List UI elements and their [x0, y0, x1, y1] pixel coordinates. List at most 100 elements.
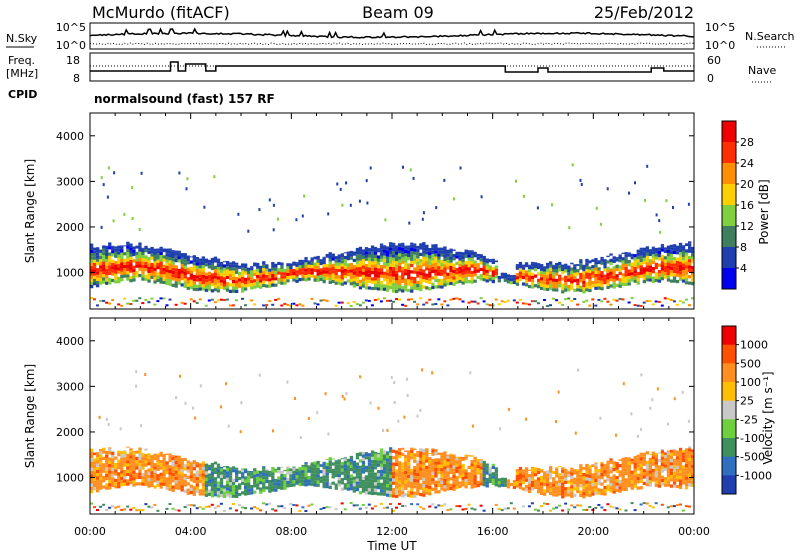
heatmap-cell	[340, 465, 344, 469]
heatmap-cell	[615, 462, 619, 464]
heatmap-cell	[612, 477, 616, 481]
heatmap-cell	[564, 474, 568, 478]
heatmap-cell	[669, 465, 674, 469]
colorbar-swatch	[722, 247, 736, 269]
heatmap-cell	[256, 262, 260, 266]
heatmap-cell	[684, 505, 688, 508]
heatmap-cell	[253, 471, 257, 475]
heatmap-cell	[567, 474, 571, 478]
heatmap-cell	[645, 278, 649, 282]
heatmap-cell	[195, 489, 199, 493]
heatmap-cell	[398, 253, 402, 257]
heatmap-cell	[407, 269, 411, 273]
heatmap-cell	[304, 265, 308, 269]
heatmap-cell	[244, 468, 248, 470]
heatmap-cell	[416, 264, 420, 268]
heatmap-cell	[256, 271, 260, 275]
heatmap-cell	[174, 467, 178, 471]
heatmap-cell	[627, 484, 631, 488]
heatmap-cell	[93, 263, 97, 267]
heatmap-cell	[244, 470, 248, 474]
heatmap-cell	[198, 261, 202, 266]
heatmap-cell	[500, 272, 504, 276]
heatmap-cell	[392, 254, 396, 258]
heatmap-cell	[144, 463, 148, 467]
heatmap-cell	[204, 260, 209, 264]
heatmap-cell	[678, 473, 683, 477]
heatmap-cell	[265, 473, 269, 477]
heatmap-cell	[564, 269, 568, 273]
heatmap-cell	[355, 468, 360, 473]
heatmap-cell	[370, 258, 375, 262]
heatmap-cell	[274, 485, 278, 489]
heatmap-cell	[645, 252, 649, 256]
heatmap-cell	[162, 264, 166, 268]
heatmap-cell	[253, 477, 257, 481]
heatmap-cell	[138, 248, 142, 252]
heatmap-cell	[609, 489, 613, 493]
heatmap-cell	[461, 467, 465, 471]
heatmap-cell	[446, 487, 450, 491]
heatmap-cell	[301, 466, 305, 470]
heatmap-cell	[395, 254, 399, 258]
heatmap-cell	[678, 482, 683, 486]
heatmap-cell	[524, 488, 529, 492]
heatmap-cell	[527, 278, 532, 282]
heatmap-cell	[549, 472, 553, 476]
heatmap-cell	[588, 276, 592, 280]
heatmap-cell	[207, 274, 212, 279]
heatmap-cell	[241, 286, 245, 290]
heatmap-cell	[642, 301, 646, 304]
heatmap-cell	[153, 503, 157, 506]
heatmap-cell	[552, 264, 556, 266]
heatmap-cell	[195, 483, 199, 487]
heatmap-cell	[585, 262, 589, 266]
heatmap-cell	[527, 474, 532, 478]
heatmap-cell	[537, 468, 541, 471]
heatmap-cell	[222, 491, 227, 495]
heatmap-cell	[358, 459, 363, 463]
heatmap-cell	[165, 269, 169, 273]
heatmap-cell	[386, 484, 390, 488]
heatmap-cell	[458, 462, 462, 466]
heatmap-cell	[250, 267, 254, 271]
colorbar-tick-label: -1000	[740, 469, 772, 482]
heatmap-cell	[334, 275, 338, 279]
heatmap-cell	[666, 245, 671, 247]
heatmap-cell	[546, 275, 550, 279]
heatmap-cell	[691, 269, 695, 273]
heatmap-cell	[506, 280, 511, 284]
heatmap-cell	[135, 299, 139, 302]
heatmap-cell	[150, 474, 154, 478]
heatmap-cell	[485, 465, 489, 469]
heatmap-cell	[621, 487, 625, 491]
heatmap-cell	[153, 274, 157, 278]
heatmap-cell	[120, 473, 124, 477]
heatmap-cell	[241, 273, 245, 277]
heatmap-cell	[219, 468, 224, 472]
heatmap-cell	[404, 493, 408, 497]
heatmap-cell	[168, 282, 172, 286]
heatmap-cell	[340, 253, 344, 257]
heatmap-cell	[171, 255, 175, 259]
heatmap-cell	[379, 466, 384, 470]
heatmap-cell	[603, 486, 607, 490]
heatmap-cell	[256, 284, 260, 288]
heatmap-cell	[334, 470, 338, 474]
heatmap-cell	[473, 456, 477, 460]
heatmap-cell	[413, 267, 417, 271]
heatmap-cell	[422, 253, 426, 257]
heatmap-cell	[244, 284, 248, 288]
heatmap-cell	[183, 278, 187, 282]
heatmap-cell	[316, 474, 320, 478]
heatmap-cell	[452, 270, 456, 274]
heatmap-cell	[473, 468, 477, 472]
heatmap-cell	[304, 467, 308, 471]
heatmap-cell	[319, 464, 323, 467]
heatmap-cell	[642, 247, 646, 249]
heatmap-cell	[684, 262, 689, 266]
heatmap-cell	[600, 461, 604, 464]
heatmap-cell	[591, 508, 595, 511]
heatmap-cell	[177, 483, 181, 487]
heatmap-cell	[250, 471, 254, 473]
